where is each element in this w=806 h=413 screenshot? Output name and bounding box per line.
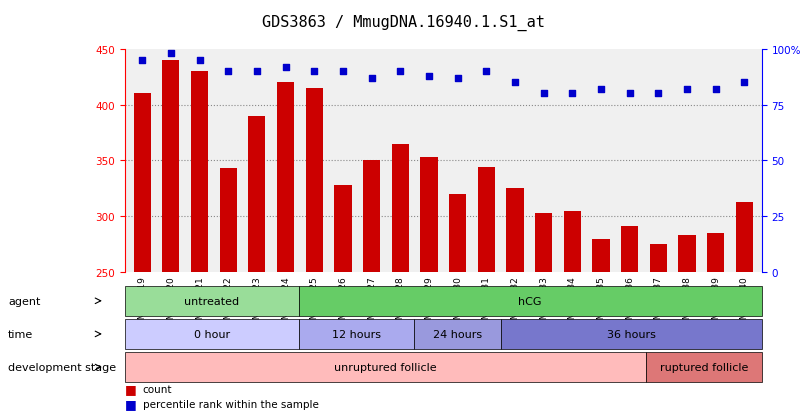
Text: ■: ■ xyxy=(125,397,137,411)
Bar xyxy=(414,319,501,349)
Text: untreated: untreated xyxy=(185,296,239,306)
Bar xyxy=(363,161,380,273)
Text: agent: agent xyxy=(8,296,40,306)
Bar xyxy=(125,352,646,382)
Text: development stage: development stage xyxy=(8,362,116,372)
Point xyxy=(422,73,435,80)
Bar xyxy=(563,211,581,273)
Bar xyxy=(501,319,762,349)
Text: 24 hours: 24 hours xyxy=(433,329,482,339)
Bar xyxy=(125,286,298,316)
Point xyxy=(193,57,206,64)
Text: ■: ■ xyxy=(125,382,137,396)
Point xyxy=(164,51,177,57)
Bar xyxy=(248,116,265,273)
Bar xyxy=(421,158,438,273)
Bar xyxy=(298,286,762,316)
Point xyxy=(451,75,464,82)
Point xyxy=(509,80,521,86)
Bar xyxy=(125,319,298,349)
Bar xyxy=(298,319,414,349)
Bar xyxy=(277,83,294,273)
Bar xyxy=(592,239,609,273)
Point xyxy=(135,57,148,64)
Bar xyxy=(650,244,667,273)
Bar xyxy=(679,236,696,273)
Bar xyxy=(162,61,180,273)
Point xyxy=(538,91,550,97)
Bar xyxy=(535,214,552,273)
Text: 36 hours: 36 hours xyxy=(607,329,656,339)
Point xyxy=(480,69,492,75)
Bar xyxy=(646,352,762,382)
Point xyxy=(394,69,407,75)
Point xyxy=(279,64,292,71)
Bar xyxy=(134,94,151,273)
Text: percentile rank within the sample: percentile rank within the sample xyxy=(143,399,318,409)
Point xyxy=(308,69,321,75)
Point xyxy=(652,91,665,97)
Point xyxy=(680,86,693,93)
Point xyxy=(222,69,235,75)
Bar xyxy=(191,72,208,273)
Point xyxy=(251,69,264,75)
Text: GDS3863 / MmugDNA.16940.1.S1_at: GDS3863 / MmugDNA.16940.1.S1_at xyxy=(262,14,544,31)
Point xyxy=(365,75,378,82)
Point xyxy=(709,86,722,93)
Point xyxy=(623,91,636,97)
Bar xyxy=(506,189,524,273)
Point xyxy=(738,80,751,86)
Bar xyxy=(449,195,466,273)
Point xyxy=(595,86,608,93)
Bar xyxy=(621,227,638,273)
Text: count: count xyxy=(143,384,172,394)
Text: ruptured follicle: ruptured follicle xyxy=(659,362,748,372)
Bar xyxy=(736,202,753,273)
Text: hCG: hCG xyxy=(518,296,542,306)
Bar xyxy=(707,233,725,273)
Text: unruptured follicle: unruptured follicle xyxy=(334,362,437,372)
Bar xyxy=(334,185,351,273)
Text: 0 hour: 0 hour xyxy=(193,329,230,339)
Bar xyxy=(392,144,409,273)
Text: 12 hours: 12 hours xyxy=(332,329,381,339)
Bar xyxy=(478,168,495,273)
Bar xyxy=(219,169,237,273)
Point xyxy=(336,69,349,75)
Text: time: time xyxy=(8,329,33,339)
Point xyxy=(566,91,579,97)
Bar xyxy=(305,88,323,273)
